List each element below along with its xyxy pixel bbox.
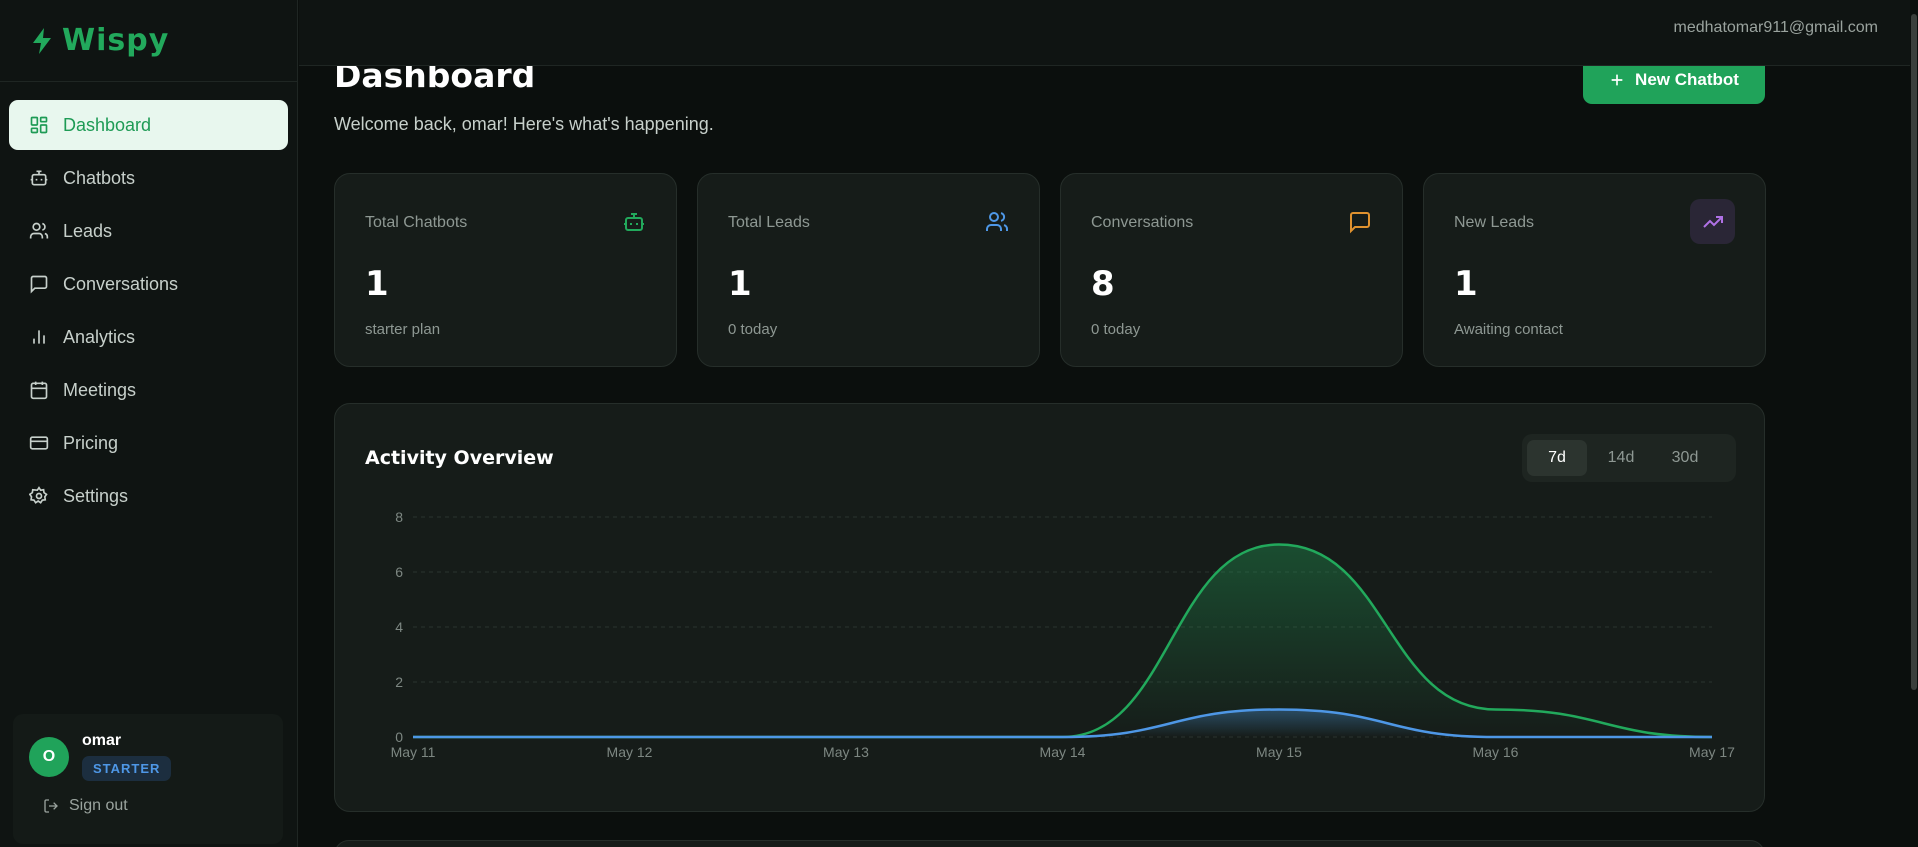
sidebar-item-analytics[interactable]: Analytics <box>9 312 288 362</box>
calendar-icon <box>30 381 48 400</box>
sign-out-button[interactable]: Sign out <box>43 797 283 815</box>
sidebar-item-pricing[interactable]: Pricing <box>9 418 288 468</box>
trending-up-icon <box>1702 215 1723 228</box>
stat-label: New Leads <box>1454 214 1535 231</box>
gear-icon <box>29 486 48 504</box>
stat-foot: Awaiting contact <box>1454 321 1563 338</box>
x-tick-label: May 16 <box>1473 744 1519 760</box>
sidebar-item-label: Settings <box>63 485 129 506</box>
tab-14d[interactable]: 14d <box>1607 449 1635 466</box>
x-tick-label: May 15 <box>1256 744 1302 760</box>
log-out-icon <box>44 799 58 813</box>
chart-title: Activity Overview <box>365 447 554 469</box>
stat-foot: starter plan <box>365 321 441 338</box>
series-area <box>413 709 1712 737</box>
sign-out-label: Sign out <box>69 797 128 814</box>
brand[interactable]: Wispy <box>0 0 297 82</box>
y-tick-label: 6 <box>395 564 403 580</box>
stat-icon-box <box>1690 199 1735 244</box>
y-tick-label: 2 <box>395 674 403 690</box>
stat-label: Conversations <box>1091 214 1194 231</box>
tab-30d[interactable]: 30d <box>1671 449 1699 466</box>
main-content: Dashboard Welcome back, omar! Here's wha… <box>299 0 1918 847</box>
bar-chart-icon <box>33 330 45 344</box>
plan-badge: STARTER <box>82 756 172 781</box>
sidebar: Wispy Dashboard Chatbots Leads Conversat… <box>0 0 298 847</box>
stat-value: 1 <box>1454 264 1478 304</box>
sidebar-item-label: Dashboard <box>63 114 152 135</box>
users-icon <box>29 222 49 239</box>
page-subtitle: Welcome back, omar! Here's what's happen… <box>334 114 714 134</box>
sidebar-item-label: Leads <box>63 220 113 241</box>
user-panel: O omar STARTER Sign out <box>13 714 283 844</box>
sidebar-item-label: Chatbots <box>63 167 136 188</box>
bot-icon <box>624 213 644 231</box>
sidebar-item-conversations[interactable]: Conversations <box>9 259 288 309</box>
tab-7d[interactable]: 7d <box>1527 440 1587 476</box>
lightning-icon <box>33 27 51 54</box>
stat-value: 1 <box>728 264 752 304</box>
activity-chart: 0 2 4 6 8 May 11 May 12 May 13 May 14 May 15 May 1… <box>391 509 1736 760</box>
stat-card-new-leads: New Leads 1 Awaiting contact <box>1423 173 1766 367</box>
y-tick-label: 4 <box>395 619 403 635</box>
users-icon <box>986 212 1009 231</box>
x-tick-label: May 13 <box>823 744 869 760</box>
avatar[interactable]: O <box>29 736 69 777</box>
stat-foot: 0 today <box>1091 321 1141 338</box>
brand-name: Wispy <box>62 23 170 58</box>
y-tick-label: 0 <box>395 729 403 745</box>
stat-card-conversations: Conversations 8 0 today <box>1060 173 1403 367</box>
sidebar-item-label: Conversations <box>63 273 179 294</box>
x-tick-label: May 12 <box>607 744 653 760</box>
sidebar-item-settings[interactable]: Settings <box>9 471 288 521</box>
x-tick-label: May 17 <box>1689 744 1735 760</box>
plus-icon <box>1611 74 1623 86</box>
credit-card-icon <box>29 436 49 450</box>
new-chatbot-label: New Chatbot <box>1635 70 1739 89</box>
stat-value: 1 <box>365 264 389 304</box>
x-tick-label: May 11 <box>391 744 436 760</box>
sidebar-item-label: Pricing <box>63 432 119 453</box>
series-area <box>413 544 1712 737</box>
message-square-icon <box>30 275 48 294</box>
sidebar-item-meetings[interactable]: Meetings <box>9 365 288 415</box>
sidebar-item-chatbots[interactable]: Chatbots <box>9 153 288 203</box>
scrollbar[interactable] <box>1910 0 1918 847</box>
bot-icon <box>30 170 48 186</box>
stat-card-total-chatbots: Total Chatbots 1 starter plan <box>334 173 677 367</box>
stat-value: 8 <box>1091 264 1115 304</box>
range-tabs: 7d 14d 30d <box>1522 434 1736 482</box>
sidebar-item-dashboard[interactable]: Dashboard <box>9 100 288 150</box>
series-line <box>412 543 1713 739</box>
message-square-icon <box>1350 212 1370 234</box>
dashboard-grid-icon <box>30 116 48 134</box>
user-name: omar <box>82 732 122 749</box>
stat-foot: 0 today <box>728 321 778 338</box>
stat-card-total-leads: Total Leads 1 0 today <box>697 173 1040 367</box>
sidebar-item-label: Meetings <box>63 379 137 400</box>
stat-label: Total Chatbots <box>365 214 468 231</box>
next-section-card <box>334 840 1765 847</box>
sidebar-item-label: Analytics <box>63 326 136 347</box>
scrollbar-thumb[interactable] <box>1911 14 1917 690</box>
series-line <box>412 708 1712 739</box>
sidebar-nav: Dashboard Chatbots Leads Conversations A… <box>0 82 297 542</box>
activity-overview-card: 0 2 4 6 8 May 11 May 12 May 13 May 14 May 15 May 1… <box>334 403 1765 812</box>
user-email[interactable]: medhatomar911@gmail.com <box>1673 19 1878 36</box>
x-tick-label: May 14 <box>1040 744 1086 760</box>
y-tick-label: 8 <box>395 509 403 525</box>
sidebar-item-leads[interactable]: Leads <box>9 206 288 256</box>
top-bar: medhatomar911@gmail.com <box>299 0 1918 66</box>
stat-label: Total Leads <box>728 214 810 231</box>
